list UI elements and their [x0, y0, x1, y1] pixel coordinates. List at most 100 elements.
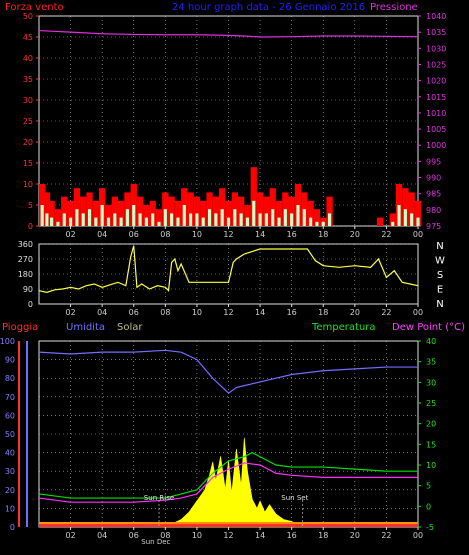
y-right-tick-label: 20: [426, 420, 436, 429]
x-tick-label: 06: [129, 308, 139, 317]
wind-bar: [48, 200, 55, 226]
wind-bar: [326, 196, 333, 226]
humidity-label: Umidita: [66, 322, 105, 333]
gust-bar: [226, 217, 231, 226]
y-right-tick-label: 1025: [426, 60, 446, 69]
dewpoint-line: [38, 462, 418, 503]
dewpoint-label: Dew Point (°C): [392, 322, 465, 333]
x-tick-label: 20: [350, 230, 360, 239]
y-right-tick-label: 1035: [426, 28, 446, 37]
gust-bar: [75, 209, 79, 226]
y-left-tick-label: 35: [23, 75, 33, 84]
gust-bar: [233, 209, 237, 226]
x-tick-label: 06: [129, 531, 139, 540]
gust-bar: [170, 213, 174, 226]
y-left-tick-label: 10: [5, 504, 15, 513]
y-left-tick-label: 10: [23, 180, 33, 189]
y-left-tick-label: 180: [18, 270, 33, 279]
gust-bar: [125, 209, 130, 226]
gust-bar: [176, 217, 180, 226]
y-left-tick-label: 60: [5, 411, 15, 420]
gust-bar: [302, 209, 306, 226]
y-right-tick-label: 1000: [426, 141, 446, 150]
compass-label: S: [437, 270, 443, 281]
wind-bar: [155, 209, 163, 226]
y-left-tick-label: 50: [23, 12, 33, 21]
y-left-tick-label: 80: [5, 374, 15, 383]
gust-bar: [113, 213, 117, 226]
wind-bar: [219, 188, 226, 226]
y-right-tick-label: 1030: [426, 44, 446, 53]
gust-bar: [321, 221, 325, 226]
y-left-tick-label: 0: [28, 300, 33, 309]
rain-label: Pioggia: [2, 322, 38, 333]
x-tick-label: 20: [350, 531, 360, 540]
gust-bar: [195, 213, 199, 226]
rain-bar: [39, 524, 418, 527]
y-right-tick-label: -5: [426, 523, 434, 532]
pressure-label: Pressione: [370, 2, 418, 13]
wind-bar: [389, 213, 396, 226]
gust-bar: [403, 209, 407, 226]
gust-bar: [309, 217, 313, 226]
gust-bar: [327, 213, 332, 226]
wind-bar: [408, 192, 415, 226]
gust-bar: [315, 221, 319, 226]
wind-pressure-panel: 02 04 06 08 10 12 14 16 18 20 22 000510152025303540…: [23, 12, 447, 239]
gust-bar: [119, 217, 123, 226]
y-left-tick-label: 360: [18, 240, 33, 249]
gust-bar: [220, 209, 224, 226]
x-tick-label: 22: [381, 230, 391, 239]
x-tick-label: 06: [129, 230, 139, 239]
wind-bar: [414, 200, 422, 226]
x-tick-label: 14: [255, 230, 265, 239]
y-right-tick-label: 40: [426, 337, 436, 346]
x-tick-label: 04: [97, 308, 107, 317]
wind-bar: [73, 188, 81, 226]
wind-bar: [187, 192, 194, 226]
solar-label: Solar: [117, 322, 143, 333]
gust-bar: [283, 209, 287, 226]
gust-bar: [163, 209, 167, 226]
y-right-tick-label: 990: [426, 174, 441, 183]
sun-dec-label: Sun Dec: [141, 538, 170, 546]
x-tick-label: 04: [97, 230, 107, 239]
x-tick-label: 12: [223, 230, 233, 239]
gust-bar: [214, 213, 218, 226]
gust-bar: [277, 217, 281, 226]
gust-bar: [296, 205, 300, 226]
y-right-tick-label: 15: [426, 440, 436, 449]
x-tick-label: 22: [381, 308, 391, 317]
y-right-tick-label: 1005: [426, 125, 446, 134]
humidity-line: [38, 349, 418, 394]
wind-bar: [80, 196, 87, 226]
gust-bar: [138, 213, 142, 226]
x-tick-label: 18: [318, 308, 328, 317]
x-tick-label: 02: [65, 308, 75, 317]
wind-bar: [67, 200, 74, 226]
y-left-tick-label: 30: [5, 467, 15, 476]
y-left-tick-label: 20: [23, 138, 33, 147]
y-right-tick-label: 1015: [426, 93, 446, 102]
compass-label: N: [436, 241, 443, 252]
gust-bar: [410, 213, 414, 226]
gust-bar: [87, 209, 92, 226]
wind-bar: [200, 200, 207, 226]
y-left-tick-label: 90: [5, 356, 15, 365]
gust-bar: [132, 205, 136, 226]
x-tick-label: 18: [318, 230, 328, 239]
x-tick-label: 08: [160, 308, 170, 317]
x-tick-label: 00: [413, 531, 423, 540]
x-tick-label: 14: [255, 531, 265, 540]
wind-bar: [193, 196, 201, 226]
y-left-tick-label: 100: [0, 337, 15, 346]
wind-bar: [136, 196, 144, 226]
wind-bar: [212, 196, 220, 226]
x-tick-label: 10: [192, 531, 202, 540]
y-left-tick-label: 40: [5, 449, 15, 458]
x-tick-label: 02: [65, 230, 75, 239]
x-tick-label: 20: [350, 308, 360, 317]
y-left-tick-label: 0: [10, 523, 15, 532]
x-tick-label: 08: [160, 531, 170, 540]
rain-humidity-panel: 02 04 06 08 10 12 14 16 18 20 22 000102030405060708…: [0, 337, 436, 546]
